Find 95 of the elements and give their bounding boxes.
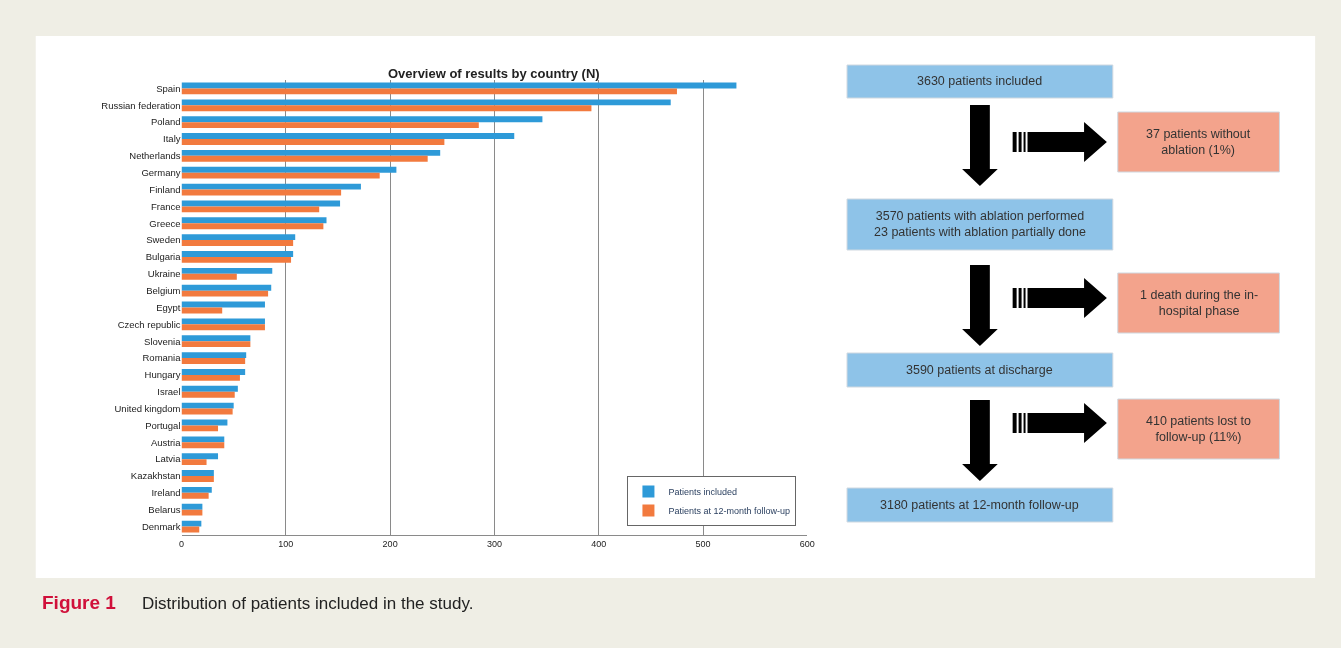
- text: 3180 patients at 12-month follow-up: [880, 498, 1079, 512]
- y-tick-label: United kingdom: [114, 402, 181, 414]
- bar: [181, 402, 234, 409]
- bar: [181, 183, 361, 190]
- y-tick-label: Ukraine: [147, 268, 181, 280]
- y-tick-label: Belarus: [148, 504, 181, 516]
- y-tick-label: Germany: [141, 167, 181, 179]
- legend-label: Patients included: [668, 487, 737, 498]
- bar: [181, 206, 320, 213]
- x-tick-label: 400: [591, 538, 607, 549]
- bar: [181, 133, 515, 139]
- y-tick-label: Austria: [150, 436, 182, 448]
- bar: [181, 520, 202, 527]
- bar: [181, 284, 272, 291]
- y-tick-label: Egypt: [156, 301, 181, 313]
- legend-label: Patients at 12-month follow-up: [668, 506, 791, 517]
- bar: [181, 138, 445, 145]
- text: Distribution of patients included in the study.: [142, 594, 474, 613]
- y-tick-label: Latvia: [155, 453, 182, 465]
- bar: [181, 223, 324, 230]
- y-tick-label: Kazakhstan: [130, 470, 181, 482]
- bar: [181, 116, 543, 123]
- bar: [181, 122, 479, 129]
- bar: [181, 503, 203, 510]
- x-tick-label: 0: [179, 538, 185, 549]
- bar: [181, 470, 214, 477]
- bar: [181, 335, 251, 342]
- y-tick-label: Poland: [150, 116, 181, 128]
- bar: [181, 251, 294, 257]
- y-tick-label: Slovenia: [144, 335, 182, 347]
- bar: [181, 453, 219, 460]
- bar: [181, 290, 269, 297]
- bar: [181, 436, 225, 443]
- bar: [181, 256, 292, 263]
- bar: [181, 408, 233, 415]
- bar: [181, 486, 212, 493]
- y-tick-label: Portugal: [145, 419, 181, 431]
- bar: [181, 234, 296, 241]
- text: 3590 patients at discharge: [906, 363, 1053, 377]
- bar: [181, 358, 246, 364]
- y-tick-label: France: [150, 200, 181, 212]
- text: 37 patients without ablation (1%): [1146, 127, 1251, 158]
- x-tick-label: 100: [278, 538, 294, 549]
- bar: [181, 492, 209, 499]
- bar: [181, 391, 235, 398]
- y-tick-label: Netherlands: [129, 150, 181, 162]
- bar: [181, 99, 671, 106]
- y-tick-label: Romania: [142, 352, 182, 364]
- text: 410 patients lost to follow-up (11%): [1146, 414, 1251, 445]
- bar: [181, 442, 225, 449]
- y-tick-label: Denmark: [141, 520, 181, 532]
- x-tick-label: 500: [695, 538, 711, 549]
- bar: [181, 155, 428, 162]
- y-tick-label: Bulgaria: [145, 251, 182, 263]
- y-tick-label: Hungary: [144, 369, 181, 381]
- text: 3630 patients included: [917, 74, 1043, 88]
- bar: [181, 509, 203, 516]
- y-tick-label: Belgium: [146, 284, 181, 296]
- bar: [181, 172, 380, 179]
- bar: [181, 217, 327, 224]
- bar: [181, 166, 397, 173]
- y-tick-label: Israel: [157, 386, 181, 398]
- y-tick-label: Sweden: [146, 234, 181, 246]
- bar: [181, 200, 341, 207]
- text: 1 death during the in- hospital phase: [1140, 288, 1259, 319]
- bar: [181, 352, 247, 359]
- y-tick-label: Finland: [149, 183, 181, 195]
- bar: [181, 324, 265, 331]
- bar: [181, 88, 677, 95]
- bar: [181, 301, 265, 308]
- x-tick-label: 200: [382, 538, 398, 549]
- y-tick-label: Greece: [149, 217, 181, 229]
- bar: [181, 318, 265, 325]
- bar: [181, 149, 441, 156]
- text: 3570 patients with ablation performed 23 patients with ablation partially done: [874, 209, 1086, 240]
- y-tick-label: Ireland: [151, 487, 181, 499]
- bar: [181, 240, 294, 246]
- bar: [181, 369, 246, 375]
- bar: [181, 374, 240, 381]
- bar: [181, 385, 238, 392]
- bar: [181, 476, 214, 482]
- y-tick-label: Spain: [156, 82, 181, 94]
- x-tick-label: 300: [486, 538, 502, 549]
- bar: [181, 105, 592, 112]
- bar: [181, 267, 273, 274]
- y-tick-label: Italy: [163, 133, 181, 145]
- y-tick-label: Russian federation: [101, 99, 181, 111]
- chart-title: Overview of results by country (N): [388, 66, 600, 81]
- bar: [181, 459, 207, 466]
- y-tick-label: Czech republic: [117, 318, 181, 330]
- caption: Figure 1: [42, 592, 117, 613]
- bar: [181, 341, 251, 348]
- x-tick-label: 600: [799, 538, 815, 549]
- bar: [181, 425, 219, 432]
- bar: [181, 273, 237, 280]
